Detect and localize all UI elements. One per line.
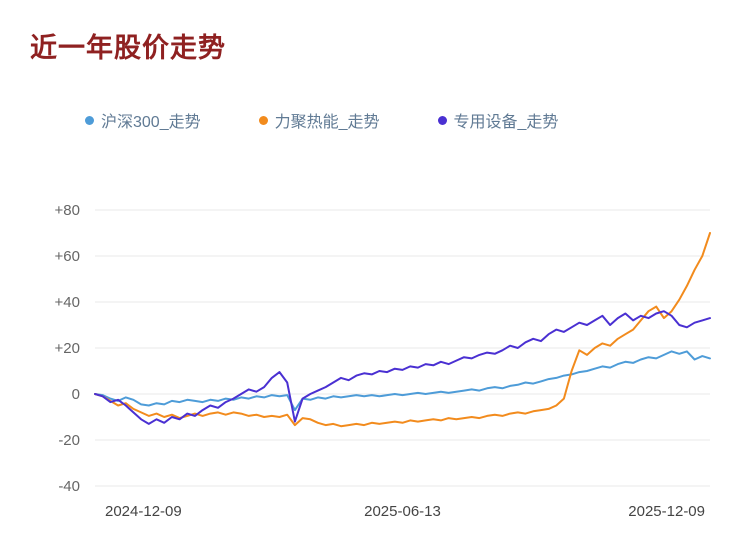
svg-text:2024-12-09: 2024-12-09 [105,503,182,520]
legend-label: 沪深300_走势 [101,114,201,131]
legend-label: 力聚热能_走势 [274,114,380,131]
legend-dot-icon [85,115,94,125]
svg-text:+80: +80 [55,202,80,219]
legend-item-hushen300[interactable]: 沪深300_走势 [85,108,201,132]
legend-dot-icon [437,115,447,125]
svg-text:+60: +60 [55,248,80,265]
chart-legend: 沪深300_走势 力聚热能_走势 专用设备_走势 [85,108,558,132]
page-title: 近一年股价走势 [30,33,226,63]
svg-text:+40: +40 [55,294,80,311]
svg-text:-40: -40 [58,478,80,495]
svg-text:2025-12-09: 2025-12-09 [628,503,705,520]
legend-item-lijureneng[interactable]: 力聚热能_走势 [258,108,380,132]
legend-item-zhuanyongshebei[interactable]: 专用设备_走势 [437,108,559,132]
legend-dot-icon [258,115,268,125]
legend-label: 专用设备_走势 [453,114,559,131]
svg-text:0: 0 [72,386,80,403]
svg-text:+20: +20 [55,340,80,357]
svg-text:-20: -20 [58,432,80,449]
svg-text:2025-06-13: 2025-06-13 [364,503,441,520]
